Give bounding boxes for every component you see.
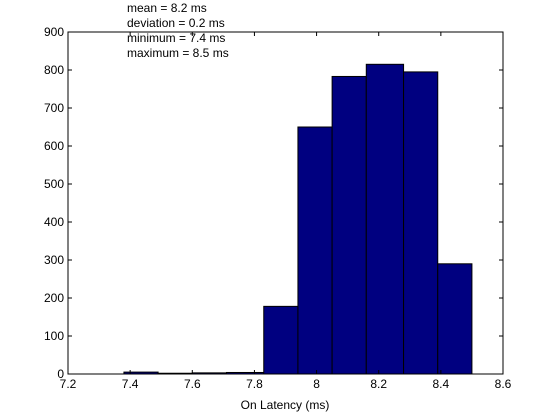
x-tick-label: 7.4 [122,377,139,391]
y-tick-label: 800 [44,63,64,77]
x-tick-label: 8 [313,377,320,391]
histogram-bar-5 [297,126,333,375]
x-tick-label: 8.6 [495,377,512,391]
x-tick-label: 8.2 [370,377,387,391]
histogram-bar-0 [123,371,159,375]
y-ticks-group: 0 100 200 300 400 500 600 700 800 900 [44,25,503,381]
histogram-bar-2 [191,372,227,375]
histogram-bar-4 [263,305,299,375]
y-tick-label: 700 [44,101,64,115]
y-tick-label: 600 [44,139,64,153]
x-tick-label: 7.2 [60,377,77,391]
x-tick-label: 7.8 [246,377,263,391]
stat-annotation-1: deviation = 0.2 ms [127,16,225,30]
x-tick-label: 7.6 [184,377,201,391]
y-tick-label: 300 [44,253,64,267]
bars-group [123,63,473,375]
histogram-bar-8 [403,71,439,375]
y-tick-label: 200 [44,291,64,305]
y-tick-label: 400 [44,215,64,229]
stat-annotation-0: mean = 8.2 ms [127,1,207,15]
histogram-bar-6 [331,75,367,375]
x-tick-label: 8.4 [433,377,450,391]
histogram-bar-7 [365,63,405,375]
y-tick-label: 100 [44,329,64,343]
histogram-bar-1 [157,372,193,375]
x-axis-label: On Latency (ms) [241,398,330,412]
y-tick-label: 900 [44,25,64,39]
histogram-bar-9 [437,263,473,375]
histogram-bar-3 [225,371,265,375]
stat-annotation-2: minimum = 7.4 ms [127,31,225,45]
stat-annotation-3: maximum = 8.5 ms [127,46,229,60]
y-tick-label: 500 [44,177,64,191]
y-tick-label: 0 [57,367,64,381]
x-ticks-group: 7.2 7.4 7.6 7.8 8 8.2 8.4 8.6 [60,32,512,391]
